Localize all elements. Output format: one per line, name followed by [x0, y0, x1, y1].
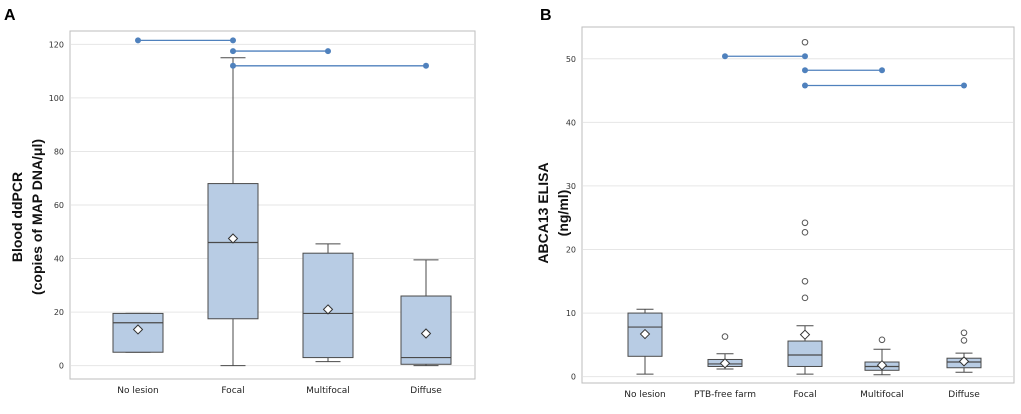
- panel-b-y-ticks: 0 10 20 30 40 50: [566, 55, 576, 382]
- panel-a-x-label: Focal: [221, 386, 244, 396]
- panel-b-x-label: PTB-free farm: [694, 390, 756, 400]
- panel-a-box: [207, 183, 259, 320]
- panel-b-mean-marker: [639, 328, 651, 340]
- panel-b-y-tick-label: 0: [571, 373, 576, 382]
- panel-b-outlier-point: [721, 333, 729, 340]
- panel-a-significance-dot: [230, 48, 236, 55]
- panel-b-y-tick-label: 10: [566, 309, 576, 318]
- panel-a-mean-marker: [420, 328, 432, 339]
- panel-b-outlier-point: [801, 38, 809, 46]
- panel-a-y-tick-label: 100: [49, 94, 64, 103]
- panel-a-ylabel-line1: Blood ddPCR: [9, 172, 25, 262]
- panel-b-outlier-point: [801, 229, 809, 236]
- panel-a-y-tick-label: 20: [54, 308, 64, 317]
- panel-a-mean-marker: [132, 324, 144, 335]
- panel-b-ylabel-line2: (ng/ml): [555, 190, 571, 237]
- panel-b-outlier-point: [878, 336, 886, 344]
- panel-b-gridlines: [583, 58, 1013, 378]
- panel-a-y-tick-label: 80: [54, 147, 64, 156]
- panel-a-plot: [112, 37, 452, 367]
- panel-letter-b: B: [540, 7, 552, 24]
- panel-a-ylabel-line2: (copies of MAP DNA/μl): [29, 139, 45, 295]
- panel-a-y-tick-label: 0: [59, 362, 64, 371]
- panel-a-y-tick-label: 120: [49, 40, 64, 49]
- panel-a-y-ticks: 0 20 40 60 80 100 120: [49, 40, 64, 370]
- panel-b-ylabel-line1: ABCA13 ELISA: [535, 162, 551, 263]
- panel-b-mean-marker: [958, 356, 970, 367]
- panel-b-significance-dot: [961, 82, 967, 89]
- panel-b-outlier-point: [960, 337, 968, 344]
- panel-a-x-label: Multifocal: [306, 386, 350, 396]
- panel-a-x-label: No lesion: [117, 386, 159, 396]
- panel-b-significance-dot: [802, 53, 808, 60]
- panel-b-x-label: Focal: [793, 390, 816, 400]
- panel-b-plot: [627, 38, 982, 376]
- panel-b-significance-dot: [722, 53, 728, 60]
- panel-b-significance-dot: [802, 67, 808, 74]
- panel-a-significance-dot: [325, 48, 331, 55]
- panel-a-mean-marker: [227, 233, 239, 244]
- panel-b-outlier-point: [801, 277, 809, 285]
- panel-letter-a: A: [4, 7, 16, 24]
- panel-a-x-label: Diffuse: [410, 386, 442, 396]
- panel-a-significance-dot: [135, 37, 141, 44]
- panel-b-outlier-point: [801, 294, 809, 302]
- panel-b-x-label: Diffuse: [948, 390, 980, 400]
- panel-a-y-tick-label: 40: [54, 255, 64, 264]
- panel-b-y-tick-label: 30: [566, 182, 576, 191]
- panel-b-mean-marker: [799, 329, 811, 340]
- panel-b-significance-dot: [802, 82, 808, 89]
- panel-a-y-tick-label: 60: [54, 201, 64, 210]
- panel-a-x-labels: No lesion Focal Multifocal Diffuse: [117, 386, 442, 396]
- panel-b-mean-marker: [876, 359, 888, 371]
- panel-b-x-label: Multifocal: [860, 390, 904, 400]
- panel-a-significance-dot: [230, 37, 236, 44]
- panel-b-y-tick-label: 40: [566, 118, 576, 127]
- panel-b-significance-dot: [879, 67, 885, 74]
- panel-b-outlier-point: [801, 219, 809, 227]
- panel-b-box: [787, 340, 823, 367]
- panel-b-y-tick-label: 50: [566, 55, 576, 64]
- panel-b-x-labels: No lesion PTB-free farm Focal Multifocal Dif…: [624, 390, 980, 400]
- panel-a-significance-dot: [423, 62, 429, 69]
- panel-a-mean-marker: [322, 304, 334, 315]
- panel-a-significance-dot: [230, 62, 236, 69]
- panel-b-mean-marker: [719, 358, 731, 369]
- panel-b-outlier-point: [960, 329, 968, 337]
- panel-b-x-label: No lesion: [624, 390, 666, 400]
- panel-b-y-tick-label: 20: [566, 246, 576, 255]
